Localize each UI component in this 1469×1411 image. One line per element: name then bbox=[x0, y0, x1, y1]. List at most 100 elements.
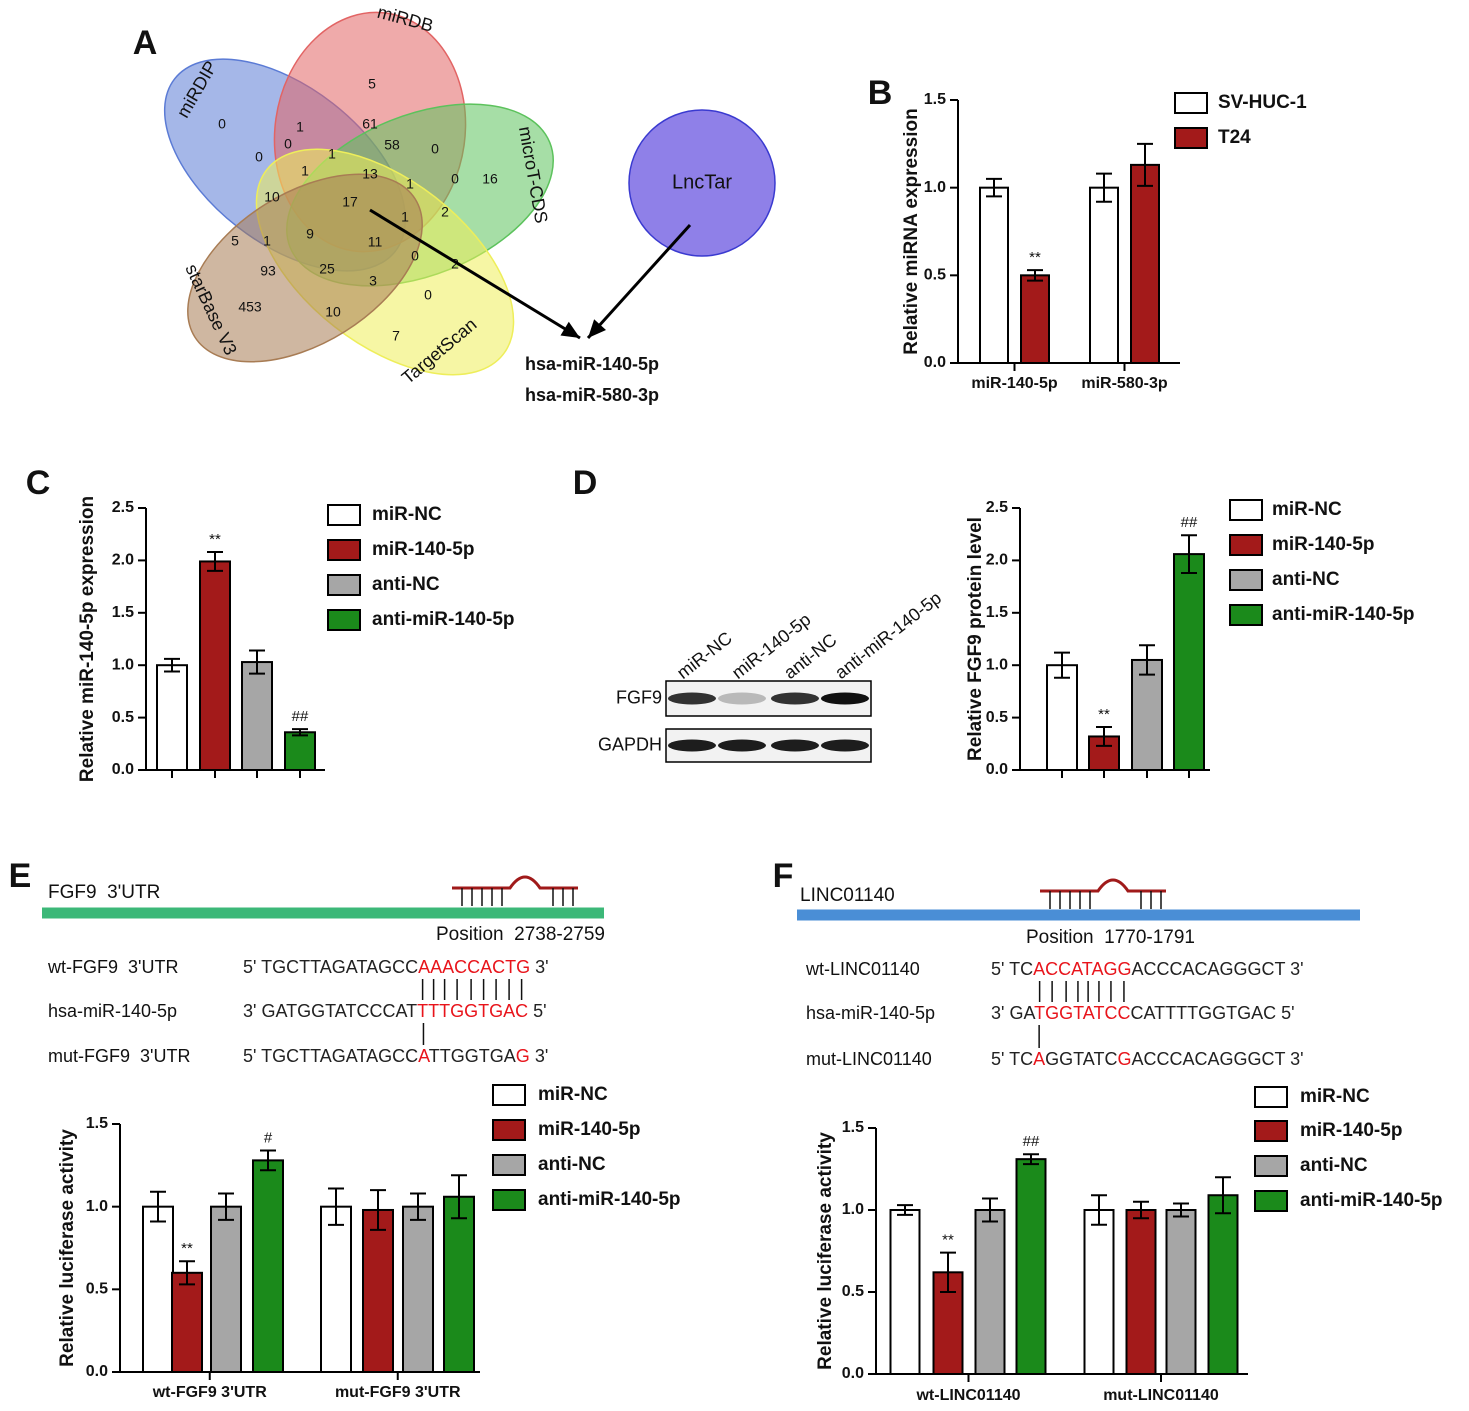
blot-band bbox=[718, 739, 766, 752]
sequence-segment: TGGTATCC bbox=[1034, 1003, 1130, 1023]
legend-label: miR-140-5p bbox=[1272, 534, 1374, 555]
legend-label: miR-140-5p bbox=[1300, 1120, 1402, 1141]
legend-label: anti-NC bbox=[538, 1154, 606, 1175]
arrow-head bbox=[560, 321, 580, 338]
bar bbox=[320, 1205, 352, 1373]
legend-label: anti-miR-140-5p bbox=[1272, 604, 1415, 625]
panel-label: F bbox=[773, 857, 794, 895]
significance-label: ## bbox=[292, 708, 309, 725]
error-bar bbox=[1054, 651, 1070, 679]
venn-region-count: 13 bbox=[362, 166, 378, 182]
legend-label: anti-NC bbox=[1272, 569, 1340, 590]
sequence-segment: TTGGTGA bbox=[429, 1046, 516, 1066]
y-tick-label: 2.5 bbox=[112, 499, 134, 516]
y-tick-label: 1.0 bbox=[86, 1198, 108, 1215]
venn-region-count: 7 bbox=[392, 328, 400, 344]
venn-region-count: 1 bbox=[296, 119, 304, 135]
error-bar bbox=[1027, 269, 1043, 282]
y-tick-label: 2.0 bbox=[112, 552, 134, 569]
significance-label: # bbox=[264, 1129, 273, 1146]
venn-region-count: 25 bbox=[319, 261, 335, 277]
x-tick-label: mut-LINC01140 bbox=[1103, 1387, 1219, 1404]
legend-label: miR-NC bbox=[372, 504, 442, 525]
y-axis-label: Relative miR-140-5p expression bbox=[77, 496, 98, 782]
bar bbox=[889, 1209, 921, 1375]
venn-region-count: 11 bbox=[368, 234, 383, 250]
legend-swatch bbox=[1229, 569, 1263, 591]
position-label: Position 2738-2759 bbox=[436, 924, 605, 945]
venn-region-count: 5 bbox=[231, 233, 239, 249]
bar bbox=[402, 1205, 434, 1373]
sequence-segment: 5' TGCTTAGATAGCC bbox=[243, 1046, 418, 1066]
y-tick-label: 1.5 bbox=[112, 604, 134, 621]
legend-label: miR-NC bbox=[1272, 499, 1342, 520]
sequence-row-label: wt-FGF9 3'UTR bbox=[47, 957, 178, 977]
error-bar bbox=[249, 649, 265, 675]
legend-label: anti-miR-140-5p bbox=[1300, 1190, 1443, 1211]
blot-band bbox=[821, 739, 869, 752]
bar bbox=[1015, 1158, 1047, 1376]
sequence-segment: AAACCACTG bbox=[418, 957, 530, 977]
venn-region-count: 17 bbox=[342, 194, 358, 210]
y-axis-label: Relative luciferase activity bbox=[57, 1129, 78, 1367]
y-tick-label: 0.5 bbox=[86, 1281, 108, 1298]
panel-label: E bbox=[9, 857, 32, 895]
error-bar bbox=[292, 728, 308, 737]
error-bar bbox=[150, 1190, 166, 1223]
error-bar bbox=[897, 1204, 913, 1216]
sequence-segment: G bbox=[516, 1046, 530, 1066]
legend-swatch bbox=[492, 1189, 526, 1211]
legend-swatch bbox=[1229, 604, 1263, 626]
y-tick-label: 0.5 bbox=[924, 267, 946, 284]
error-bar bbox=[1173, 1202, 1189, 1218]
legend-label: anti-NC bbox=[372, 574, 440, 595]
y-tick-label: 0.0 bbox=[112, 761, 134, 778]
candidate-mirna: hsa-miR-580-3p bbox=[525, 385, 659, 405]
error-bar bbox=[1181, 534, 1197, 574]
venn-region-count: 1 bbox=[406, 176, 414, 192]
bar bbox=[1173, 553, 1205, 771]
panel-label: A bbox=[133, 24, 158, 62]
sequence-segment: G bbox=[1117, 1049, 1131, 1069]
legend-label: SV-HUC-1 bbox=[1218, 92, 1307, 113]
sequence-segment: 5' bbox=[528, 1001, 546, 1021]
legend-swatch bbox=[1174, 92, 1208, 114]
sequence: 5' TGCTTAGATAGCCATTGGTGAG 3' bbox=[243, 1046, 548, 1066]
legend-label: miR-NC bbox=[538, 1084, 608, 1105]
y-tick-label: 0.0 bbox=[86, 1363, 108, 1380]
y-tick-label: 1.0 bbox=[842, 1201, 864, 1218]
legend-label: anti-NC bbox=[1300, 1155, 1368, 1176]
venn-region-count: 16 bbox=[482, 171, 498, 187]
sequence-segment: 3' GA bbox=[991, 1003, 1035, 1023]
sequence-segment: 3' bbox=[530, 957, 548, 977]
venn-region-count: 1 bbox=[301, 163, 309, 179]
sequence-row-label: mut-LINC01140 bbox=[806, 1049, 932, 1069]
bar bbox=[979, 186, 1009, 364]
sequence: 3' GATGGTATCCCATTTTGGTGAC 5' bbox=[991, 1003, 1295, 1023]
legend-swatch bbox=[327, 539, 361, 561]
error-bar bbox=[179, 1260, 195, 1286]
y-tick-label: 1.5 bbox=[924, 91, 946, 108]
venn-region-count: 58 bbox=[384, 137, 400, 153]
y-tick-label: 0.5 bbox=[986, 709, 1008, 726]
sequence-segment: A bbox=[1033, 1049, 1045, 1069]
venn-region-count: 0 bbox=[431, 141, 439, 157]
venn-region-count: 9 bbox=[306, 226, 314, 242]
hairpin bbox=[452, 875, 578, 890]
bar bbox=[241, 661, 273, 772]
error-bar bbox=[1139, 644, 1155, 676]
sequence-row-label: wt-LINC01140 bbox=[805, 959, 920, 979]
error-bar bbox=[1023, 1153, 1039, 1166]
venn-region-count: 2 bbox=[441, 204, 449, 220]
sequence-row-label: hsa-miR-140-5p bbox=[806, 1003, 935, 1023]
error-bar bbox=[451, 1174, 467, 1220]
x-tick-label: miR-140-5p bbox=[971, 375, 1057, 392]
blot-row-label: GAPDH bbox=[598, 734, 662, 754]
arrow bbox=[369, 208, 581, 340]
panel-label: B bbox=[868, 74, 893, 112]
venn-region-count: 3 bbox=[369, 273, 377, 289]
error-bar bbox=[1215, 1176, 1231, 1215]
bar bbox=[1125, 1209, 1157, 1375]
error-bar bbox=[940, 1251, 956, 1293]
